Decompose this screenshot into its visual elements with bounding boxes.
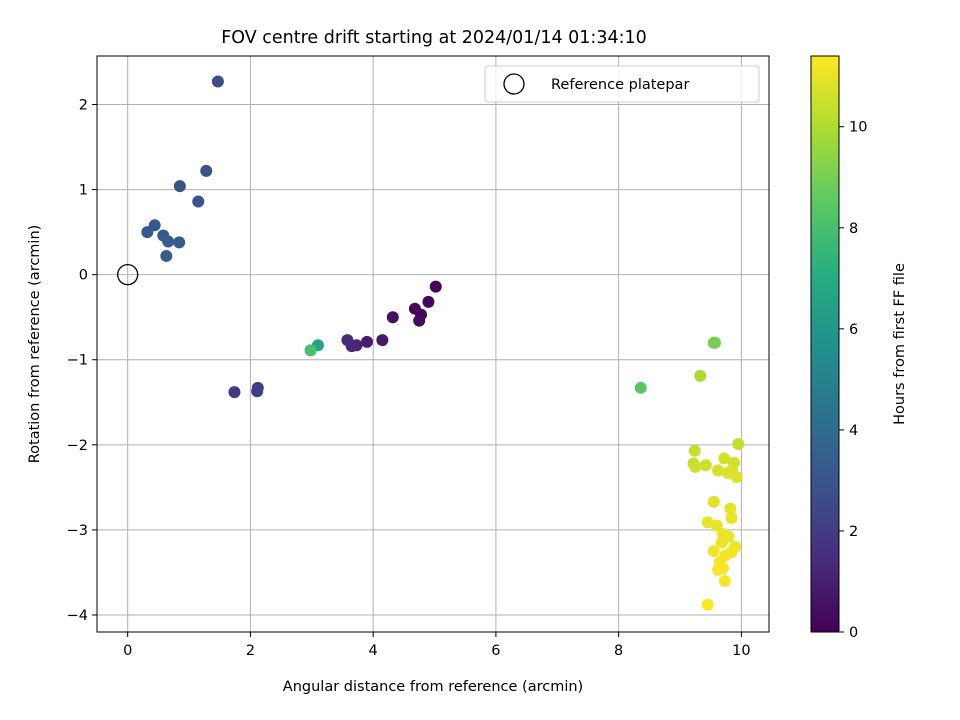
scatter-point	[413, 314, 426, 327]
y-tick-label: −3	[67, 523, 88, 539]
scatter-point	[689, 460, 702, 473]
scatter-point	[715, 536, 728, 549]
scatter-point	[162, 235, 175, 248]
scatter-point	[707, 545, 720, 558]
scatter-point	[376, 334, 389, 347]
scatter-point	[160, 249, 173, 262]
scatter-point	[200, 164, 213, 177]
y-tick-label: −1	[67, 353, 88, 369]
scatter-point	[173, 236, 186, 249]
y-tick-label: −4	[67, 608, 88, 624]
scatter-point	[712, 563, 725, 576]
scatter-point	[701, 516, 714, 529]
reference-marker-layer	[117, 264, 139, 286]
colorbar: 0 2 4 6 8 10 Hours from first FF file	[810, 55, 908, 641]
scatter-point	[718, 574, 731, 587]
y-tick-label: 2	[79, 97, 88, 113]
scatter-point	[173, 180, 186, 193]
colorbar-tick-label: 4	[849, 423, 858, 439]
scatter-point	[386, 311, 399, 324]
scatter-point	[141, 226, 154, 239]
chart-title: FOV centre drift starting at 2024/01/14 …	[221, 28, 647, 48]
colorbar-tick-label: 6	[849, 322, 858, 338]
colorbar-tick-label: 10	[849, 120, 867, 136]
scatter-points	[141, 75, 745, 611]
scatter-point	[688, 444, 701, 457]
x-tick-label: 6	[491, 643, 500, 659]
scatter-point	[725, 511, 738, 524]
scatter-point	[718, 452, 731, 465]
colorbar-ticks: 0 2 4 6 8 10	[839, 120, 867, 641]
legend: Reference platepar	[484, 65, 760, 103]
scatter-point	[422, 295, 435, 308]
scatter-point	[707, 495, 720, 508]
scatter-point	[712, 464, 725, 477]
colorbar-tick-label: 8	[849, 221, 858, 237]
scatter-point	[708, 336, 721, 349]
scatter-point	[730, 471, 743, 484]
scatter-point	[699, 459, 712, 472]
axis-ticks: 0 2 4 6 8 10 −4 −3 −2 −1 0 1 2	[67, 97, 751, 659]
x-tick-label: 2	[246, 643, 255, 659]
scatter-point	[694, 369, 707, 382]
scatter-point	[304, 344, 317, 357]
grid	[97, 56, 769, 632]
y-tick-label: 1	[79, 183, 88, 199]
scatter-point	[724, 502, 737, 515]
legend-box	[484, 65, 760, 103]
x-tick-label: 10	[732, 643, 750, 659]
legend-label: Reference platepar	[551, 77, 689, 93]
scatter-point	[192, 195, 205, 208]
scatter-point	[429, 280, 442, 293]
x-tick-label: 4	[369, 643, 378, 659]
legend-reference-marker	[503, 73, 525, 95]
plot-frame	[96, 55, 770, 633]
scatter-point	[701, 598, 714, 611]
x-tick-label: 8	[614, 643, 623, 659]
y-axis-label: Rotation from reference (arcmin)	[27, 225, 43, 464]
scatter-point	[732, 437, 745, 450]
scatter-point	[341, 334, 354, 347]
y-tick-label: −2	[67, 438, 88, 454]
x-axis-label: Angular distance from reference (arcmin)	[283, 679, 583, 695]
scatter-point	[211, 75, 224, 88]
scatter-point	[361, 335, 374, 348]
scatter-point	[251, 381, 264, 394]
colorbar-label: Hours from first FF file	[892, 263, 908, 425]
scatter-point	[710, 519, 723, 532]
colorbar-gradient	[810, 55, 840, 633]
y-tick-label: 0	[79, 268, 88, 284]
scatter-point	[228, 386, 241, 399]
scatter-point	[634, 381, 647, 394]
x-tick-label: 0	[123, 643, 132, 659]
colorbar-tick-label: 0	[849, 625, 858, 641]
colorbar-tick-label: 2	[849, 524, 858, 540]
reference-platepar-marker	[117, 264, 139, 286]
